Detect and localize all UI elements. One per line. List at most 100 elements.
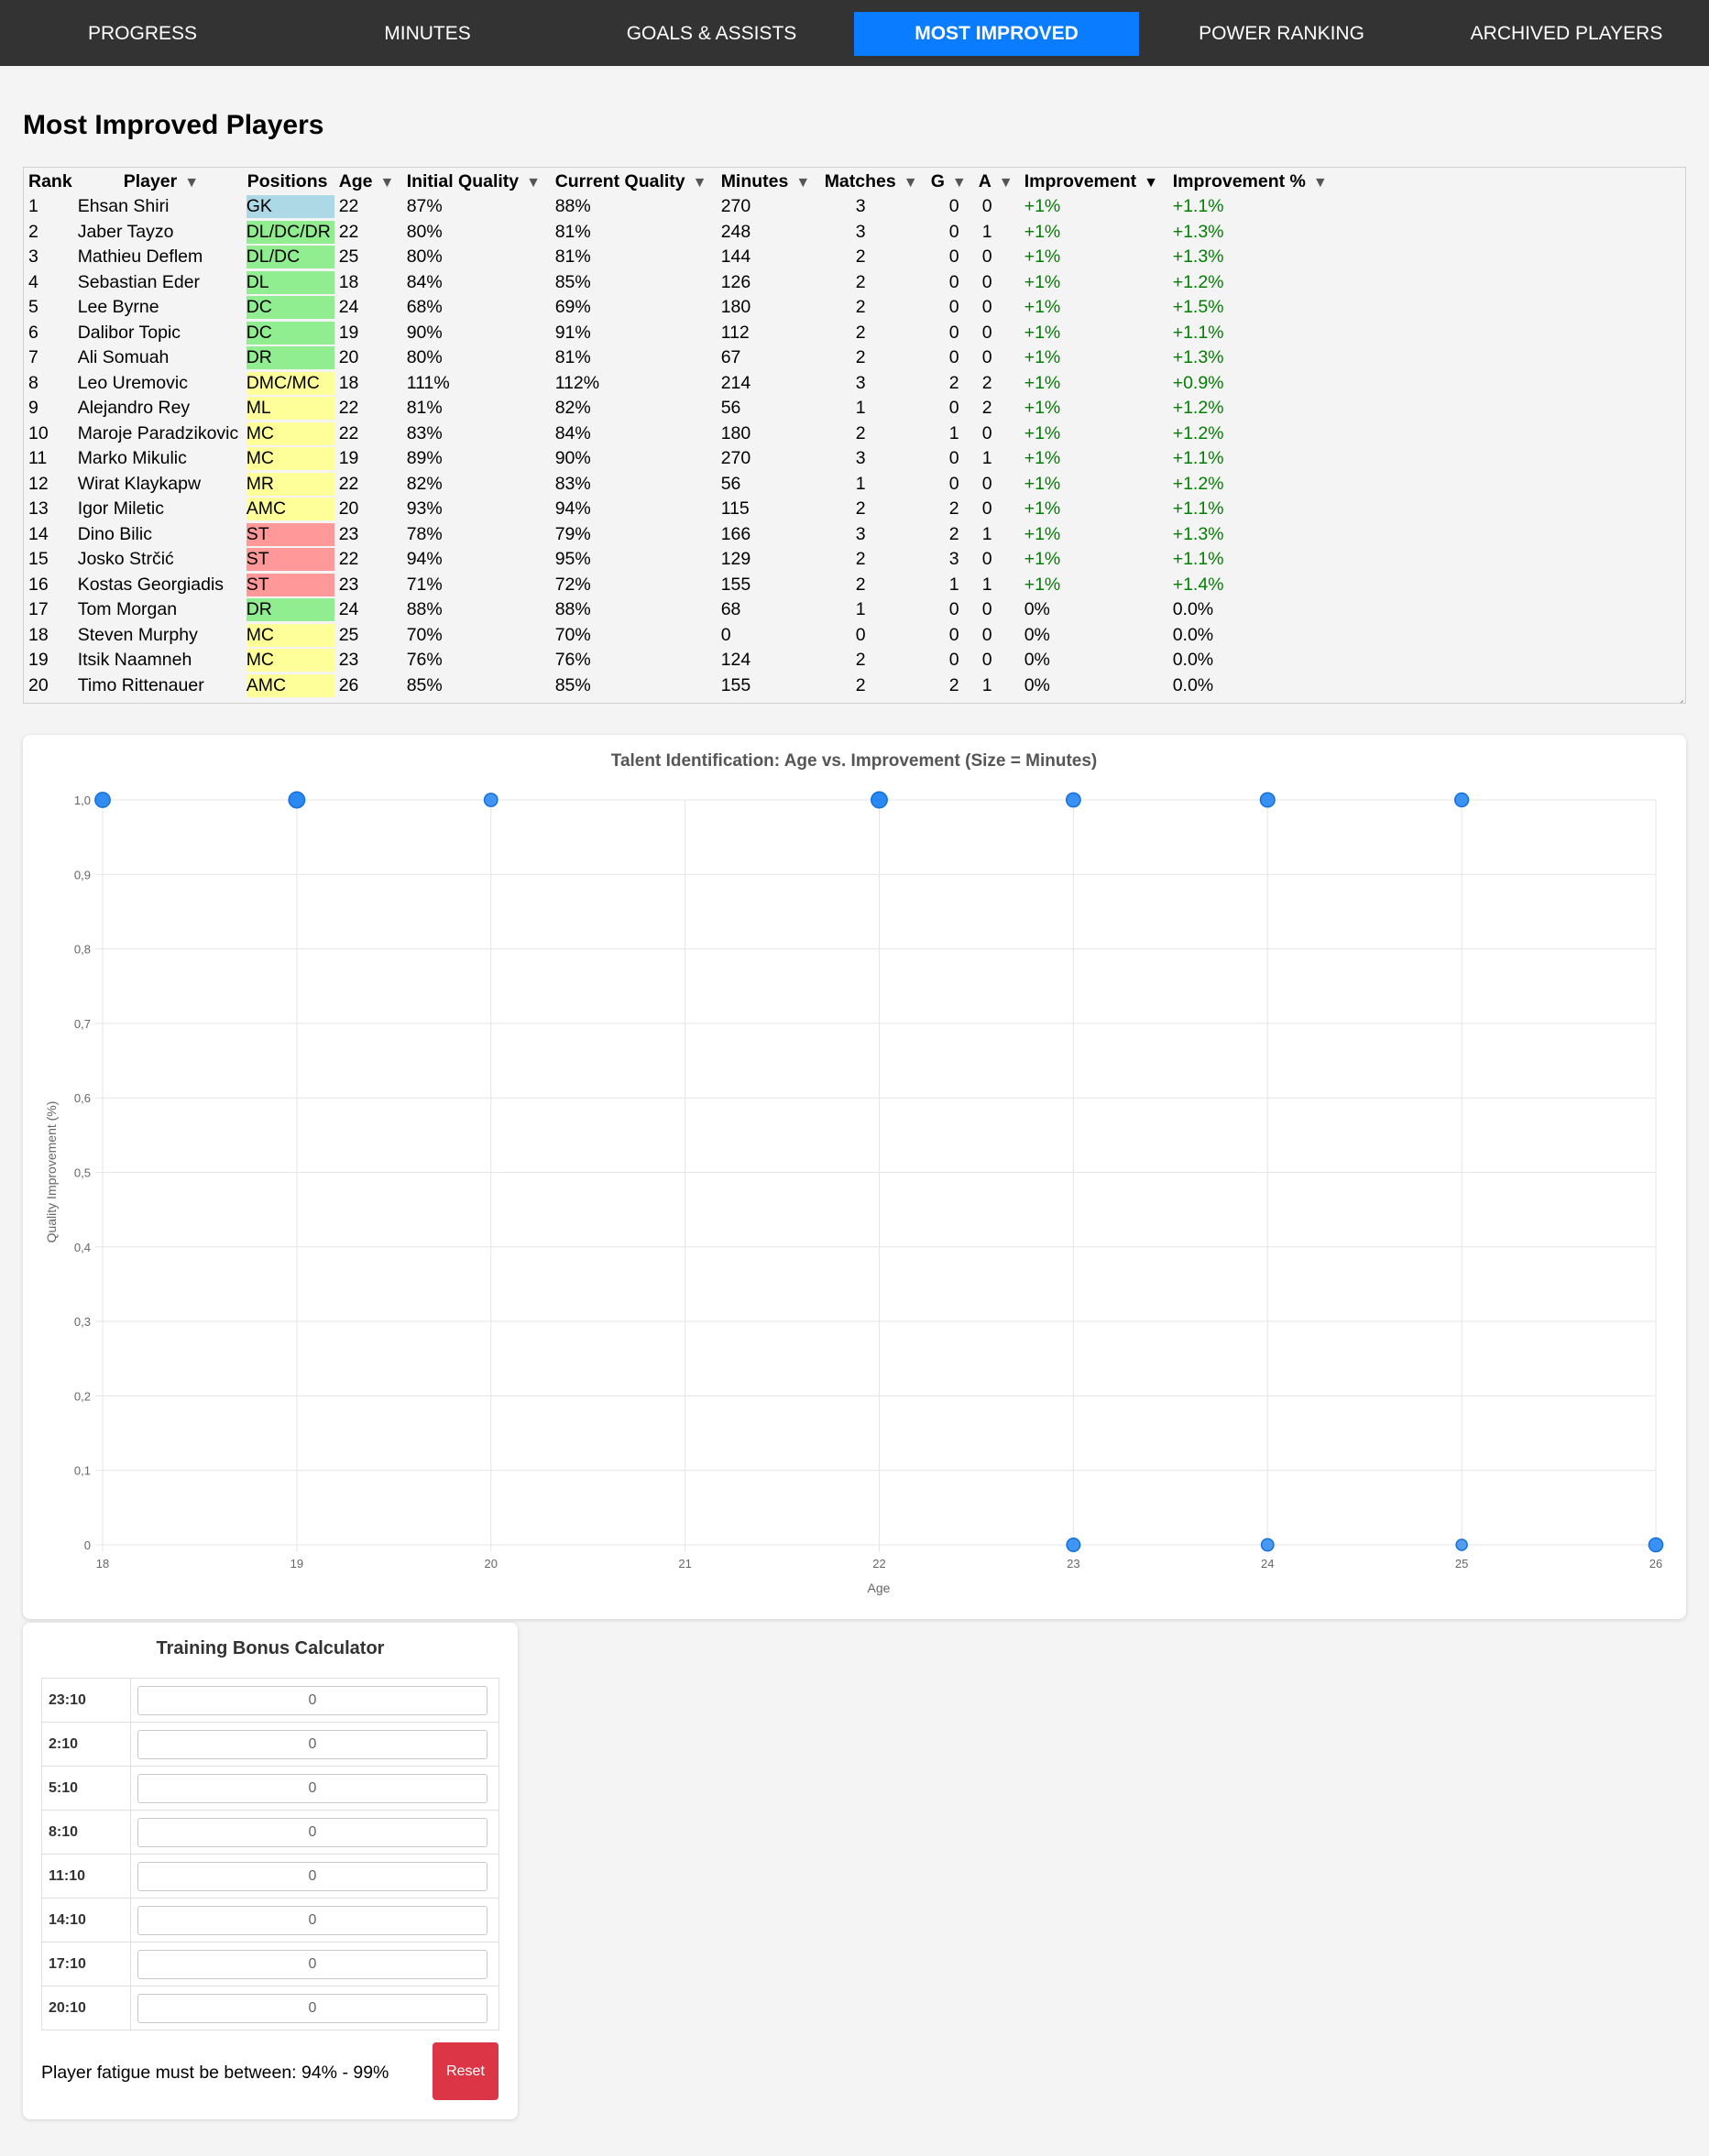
calculator-row: 11:10 bbox=[41, 1854, 499, 1899]
cell-matches: 2 bbox=[855, 674, 866, 695]
training-bonus-input[interactable] bbox=[137, 1773, 488, 1803]
cell-rank: 12 bbox=[28, 473, 49, 494]
scatter-point[interactable] bbox=[1455, 1538, 1468, 1551]
cell-initial-quality: 89% bbox=[406, 448, 443, 469]
cell-age: 22 bbox=[338, 473, 359, 494]
cell-rank: 11 bbox=[28, 448, 48, 469]
scatter-point[interactable] bbox=[1066, 1538, 1081, 1552]
scatter-point[interactable] bbox=[1259, 792, 1276, 808]
top-nav: PROGRESS MINUTES GOALS & ASSISTS MOST IM… bbox=[0, 0, 1709, 66]
cell-rank: 16 bbox=[28, 574, 49, 595]
table-row: 4 Sebastian Eder DL 18 84% 85% 126 2 0 0 +1% +1.2% bbox=[26, 270, 1340, 296]
nav-tab-progress[interactable]: PROGRESS bbox=[87, 23, 198, 44]
col-header-improvement-pct[interactable]: Improvement % ▼ bbox=[1172, 171, 1328, 192]
cell-rank: 8 bbox=[28, 372, 38, 393]
training-bonus-input[interactable] bbox=[137, 1949, 488, 1979]
cell-current-quality: 72% bbox=[554, 574, 591, 595]
col-header-current-quality[interactable]: Current Quality ▼ bbox=[554, 171, 707, 192]
cell-matches: 2 bbox=[855, 297, 866, 318]
training-bonus-input[interactable] bbox=[137, 1905, 488, 1935]
cell-initial-quality: 71% bbox=[406, 574, 443, 595]
cell-assists: 0 bbox=[981, 196, 992, 217]
sort-arrow-icon[interactable]: ▼ bbox=[903, 175, 918, 191]
cell-rank: 20 bbox=[28, 674, 49, 695]
table-row: 5 Lee Byrne DC 24 68% 69% 180 2 0 0 +1% +1.5% bbox=[26, 295, 1340, 321]
scatter-point[interactable] bbox=[1065, 792, 1081, 808]
players-table-container[interactable]: Rank Player ▼ Positions Age ▼ Initial Qual… bbox=[23, 167, 1686, 704]
cell-age: 23 bbox=[338, 574, 359, 595]
cell-initial-quality: 94% bbox=[406, 549, 443, 570]
cell-positions: DC bbox=[245, 295, 336, 321]
nav-tab-goals-assists[interactable]: GOALS & ASSISTS bbox=[626, 23, 797, 44]
nav-tab-archived-players[interactable]: ARCHIVED PLAYERS bbox=[1470, 23, 1663, 44]
nav-tab-minutes[interactable]: MINUTES bbox=[384, 23, 471, 44]
col-header-minutes[interactable]: Minutes ▼ bbox=[720, 171, 811, 192]
cell-initial-quality: 81% bbox=[406, 398, 443, 419]
x-axis-label: Age bbox=[868, 1581, 891, 1595]
cell-improvement: +1% bbox=[1024, 297, 1061, 318]
nav-tab-power-ranking[interactable]: POWER RANKING bbox=[1199, 23, 1364, 44]
players-table-body: 1 Ehsan Shiri GK 22 87% 88% 270 3 0 0 +1% +1.1% 2 Jab… bbox=[26, 194, 1340, 698]
col-header-player[interactable]: Player ▼ bbox=[123, 171, 200, 192]
position-badge: MC bbox=[246, 421, 334, 445]
scatter-point[interactable] bbox=[288, 791, 306, 809]
table-row: 9 Alejandro Rey ML 22 81% 82% 56 1 0 2 +1% +1.2% bbox=[26, 396, 1340, 421]
y-tick-label: 0,2 bbox=[74, 1389, 91, 1403]
y-tick-label: 0,9 bbox=[74, 868, 91, 881]
col-header-assists[interactable]: A ▼ bbox=[978, 171, 1013, 192]
cell-matches: 2 bbox=[855, 347, 866, 368]
reset-button[interactable]: Reset bbox=[433, 2042, 498, 2100]
cell-improvement-pct: +1.2% bbox=[1172, 398, 1224, 419]
resize-handle-icon[interactable] bbox=[1674, 692, 1683, 701]
cell-player: Ali Somuah bbox=[77, 347, 170, 368]
col-header-age[interactable]: Age ▼ bbox=[338, 171, 395, 192]
y-tick-label: 0,3 bbox=[74, 1315, 91, 1329]
training-bonus-input[interactable] bbox=[137, 1993, 488, 2023]
training-bonus-input[interactable] bbox=[137, 1817, 488, 1847]
cell-minutes: 144 bbox=[720, 246, 751, 268]
sort-arrow-icon[interactable]: ▼ bbox=[795, 175, 811, 191]
cell-player: Mathieu Deflem bbox=[77, 246, 203, 268]
cell-improvement-pct: +1.1% bbox=[1172, 549, 1224, 570]
scatter-point[interactable] bbox=[94, 792, 111, 808]
cell-rank: 4 bbox=[28, 271, 38, 292]
cell-initial-quality: 76% bbox=[406, 650, 443, 671]
position-badge: DR bbox=[246, 346, 334, 370]
x-tick-label: 19 bbox=[290, 1557, 303, 1570]
sort-arrow-active-icon[interactable]: ▼ bbox=[1144, 175, 1158, 191]
col-header-initial-quality[interactable]: Initial Quality ▼ bbox=[406, 171, 541, 192]
sort-arrow-icon[interactable]: ▼ bbox=[184, 175, 200, 191]
cell-rank: 7 bbox=[28, 347, 38, 368]
sort-arrow-icon[interactable]: ▼ bbox=[951, 175, 967, 191]
scatter-point[interactable] bbox=[871, 791, 888, 809]
col-header-matches[interactable]: Matches ▼ bbox=[824, 171, 918, 192]
cell-improvement-pct: +1.1% bbox=[1172, 196, 1224, 217]
training-bonus-input[interactable] bbox=[137, 1729, 488, 1759]
cell-initial-quality: 88% bbox=[406, 599, 443, 620]
sort-arrow-icon[interactable]: ▼ bbox=[1312, 175, 1328, 191]
cell-positions: MC bbox=[245, 623, 336, 649]
training-bonus-input[interactable] bbox=[137, 1685, 488, 1715]
position-badge: DR bbox=[246, 598, 334, 622]
scatter-point[interactable] bbox=[1453, 792, 1470, 808]
sort-arrow-icon[interactable]: ▼ bbox=[526, 175, 541, 191]
sort-arrow-icon[interactable]: ▼ bbox=[379, 175, 395, 191]
cell-rank: 5 bbox=[28, 297, 38, 318]
training-bonus-input[interactable] bbox=[137, 1861, 488, 1891]
scatter-point[interactable] bbox=[1648, 1537, 1664, 1553]
position-badge: DL/DC bbox=[246, 246, 334, 269]
col-header-goals[interactable]: G ▼ bbox=[930, 171, 967, 192]
cell-assists: 2 bbox=[981, 372, 992, 393]
nav-tab-most-improved[interactable]: MOST IMPROVED bbox=[854, 12, 1139, 56]
sort-arrow-icon[interactable]: ▼ bbox=[692, 175, 707, 191]
position-badge: DC bbox=[246, 321, 334, 345]
scatter-point[interactable] bbox=[1260, 1538, 1275, 1552]
col-header-improvement[interactable]: Improvement ▼ bbox=[1024, 171, 1158, 192]
training-time-label: 5:10 bbox=[41, 1766, 131, 1811]
scatter-point[interactable] bbox=[483, 793, 498, 807]
cell-rank: 15 bbox=[28, 549, 49, 570]
cell-positions: DL bbox=[245, 270, 336, 296]
sort-arrow-icon[interactable]: ▼ bbox=[998, 175, 1013, 191]
position-badge: AMC bbox=[246, 498, 334, 521]
cell-goals: 0 bbox=[948, 624, 959, 645]
